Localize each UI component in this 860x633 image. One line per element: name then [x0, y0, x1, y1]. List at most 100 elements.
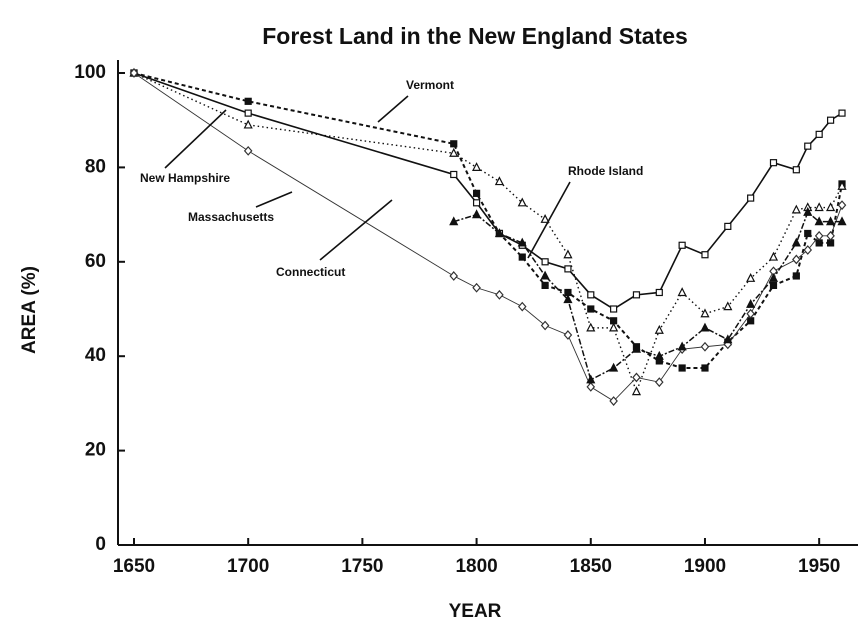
marker: [724, 222, 732, 230]
series-annotation: Rhode Island: [568, 164, 643, 178]
marker: [243, 119, 253, 129]
marker: [586, 374, 596, 384]
marker: [804, 142, 812, 150]
marker: [769, 281, 778, 289]
marker: [826, 202, 836, 212]
marker: [826, 116, 835, 124]
x-tick-label: 1850: [570, 556, 612, 577]
marker: [746, 308, 755, 319]
series-line: [133, 72, 843, 394]
marker: [244, 109, 252, 117]
y-axis-label: AREA (%): [19, 266, 40, 354]
marker: [472, 199, 481, 207]
series-line: [133, 72, 843, 310]
marker: [837, 200, 847, 211]
marker: [654, 377, 664, 388]
marker: [587, 291, 595, 299]
marker: [678, 241, 686, 249]
marker: [541, 281, 549, 289]
series-line: [133, 72, 843, 369]
series-annotation: Massachusetts: [188, 210, 274, 224]
marker: [768, 251, 779, 261]
marker: [803, 206, 813, 216]
marker: [792, 166, 800, 174]
marker: [768, 273, 779, 282]
annotation-leader: [255, 191, 293, 208]
y-tick-label: 20: [85, 440, 106, 461]
marker: [632, 291, 641, 299]
marker: [814, 202, 824, 212]
marker: [632, 372, 641, 383]
marker: [700, 341, 710, 352]
marker: [129, 68, 139, 78]
marker: [814, 230, 824, 241]
marker: [243, 145, 253, 156]
marker: [700, 322, 710, 332]
marker: [723, 334, 733, 344]
y-tick-label: 60: [85, 251, 106, 272]
annotation-leader: [377, 95, 409, 123]
marker: [472, 282, 481, 293]
y-tick-label: 80: [85, 156, 106, 177]
marker: [678, 364, 686, 372]
series-line: [133, 72, 843, 402]
marker: [837, 216, 847, 226]
marker: [815, 130, 823, 138]
marker: [450, 140, 458, 148]
marker: [540, 270, 550, 280]
marker: [804, 229, 812, 238]
marker: [609, 322, 619, 332]
marker: [563, 294, 573, 304]
marker: [723, 301, 733, 311]
marker: [791, 237, 801, 247]
marker: [517, 197, 527, 207]
marker: [518, 253, 526, 261]
marker: [826, 230, 835, 241]
marker: [540, 214, 550, 223]
marker: [610, 305, 618, 313]
marker: [609, 396, 618, 406]
marker: [814, 216, 824, 226]
marker: [654, 350, 664, 360]
x-tick-label: 1700: [227, 556, 269, 577]
marker: [747, 194, 755, 202]
marker: [701, 251, 709, 259]
series-annotation: New Hampshire: [140, 171, 230, 185]
marker: [747, 317, 755, 325]
marker: [517, 301, 527, 312]
series-annotation: Connecticut: [276, 265, 345, 279]
marker: [563, 249, 573, 259]
annotation-leader: [164, 109, 227, 169]
marker: [587, 305, 595, 313]
x-tick-label: 1900: [684, 556, 726, 577]
marker: [586, 322, 596, 332]
marker: [540, 320, 550, 331]
annotation-leader: [319, 199, 393, 261]
x-tick-label: 1650: [113, 556, 155, 577]
marker: [586, 381, 596, 392]
marker: [563, 330, 573, 340]
marker: [803, 245, 813, 255]
series-line: [453, 210, 843, 381]
marker: [655, 288, 663, 297]
marker: [494, 176, 505, 186]
x-tick-label: 1750: [341, 556, 383, 577]
marker: [838, 109, 846, 117]
marker: [495, 289, 504, 300]
marker: [631, 386, 642, 396]
x-tick-label: 1950: [798, 556, 840, 577]
marker: [449, 216, 459, 226]
y-tick-label: 40: [85, 345, 106, 366]
marker: [701, 364, 709, 372]
marker: [472, 189, 481, 197]
marker: [791, 204, 801, 214]
marker: [449, 271, 459, 281]
marker: [449, 147, 459, 157]
marker: [517, 237, 527, 247]
marker: [471, 209, 482, 219]
marker: [471, 162, 482, 171]
marker: [746, 298, 756, 308]
chart-title: Forest Land in the New England States: [262, 23, 688, 49]
marker: [792, 254, 801, 265]
